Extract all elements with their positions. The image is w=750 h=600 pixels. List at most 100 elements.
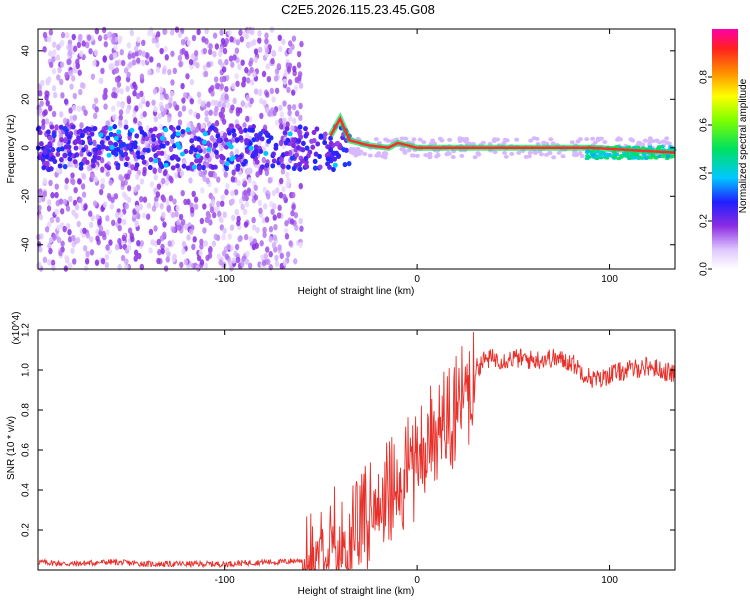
spectrogram-cell — [72, 159, 78, 165]
spectrogram-cell — [161, 196, 167, 203]
spectrogram-cell — [168, 124, 174, 131]
spectrogram-cell — [134, 105, 139, 112]
spectrogram-cell — [317, 164, 323, 170]
spectrogram-cell — [135, 92, 141, 100]
spectrogram-cell — [294, 224, 299, 231]
spectrogram-cell — [288, 240, 293, 247]
spectrogram-cell — [278, 191, 284, 199]
spectrogram-cell — [294, 110, 300, 117]
spectrogram-cell — [160, 248, 165, 255]
spectrogram-cell — [46, 76, 52, 83]
spectrogram-cell — [168, 96, 173, 104]
snr-panel: -100 0 100 0.2 0.4 0.6 0.8 1.0 1.2 Height of str… — [6, 311, 676, 597]
spectrogram-cell — [83, 109, 88, 116]
spectrogram-cell — [51, 68, 57, 75]
spectrogram-cell — [328, 147, 333, 153]
spectrogram-cell — [240, 59, 245, 66]
spectrogram-cell — [196, 91, 202, 98]
spectrogram-cell — [52, 91, 58, 99]
spectrogram-cell — [135, 212, 141, 219]
spectrogram-cell — [417, 137, 423, 142]
spectrogram-cell — [203, 70, 209, 78]
spectrogram-cell — [47, 242, 52, 250]
spectrogram-cell — [223, 137, 229, 143]
spectrogram-cell — [298, 102, 303, 110]
spectrogram-cell — [193, 147, 199, 153]
spectrogram-cell — [141, 39, 146, 47]
spectrogram-cell — [273, 145, 279, 151]
spectrogram-cell — [367, 153, 373, 158]
spectrogram-cell — [210, 199, 216, 206]
spectrogram-cell — [92, 60, 97, 67]
spectrogram-cell — [89, 131, 95, 137]
spectrogram-cell — [139, 178, 145, 185]
spectrogram-cell — [87, 137, 93, 143]
spectrogram-cell — [141, 159, 147, 165]
spectrogram-cell — [243, 221, 249, 228]
spectrogram-cell — [260, 254, 265, 261]
spectrogram-cell — [109, 203, 115, 210]
spectrogram-cell — [121, 234, 127, 242]
spectrogram-cell — [172, 253, 177, 260]
spectrogram-cell — [166, 204, 172, 211]
spectrogram-cell — [216, 253, 221, 260]
spectrogram-cell — [532, 149, 538, 154]
spectrogram-cell — [167, 68, 172, 76]
spectrogram-cell — [113, 44, 118, 51]
spectrogram-cell — [161, 177, 166, 185]
snr-background — [38, 330, 675, 570]
spectrogram-cell — [62, 225, 67, 233]
spectrogram-cell — [112, 86, 117, 94]
spectrogram-cell — [66, 134, 72, 140]
spectrogram-cell — [348, 146, 354, 151]
spectrogram-cell — [132, 117, 138, 124]
spectrogram-cell — [116, 81, 122, 88]
spectrogram-cell — [226, 141, 232, 147]
spectrogram-cell — [310, 144, 316, 150]
spectrogram-cell — [57, 140, 62, 148]
spectrogram-cell — [445, 151, 451, 156]
spectrogram-cell — [55, 166, 61, 174]
spectrogram-cell — [648, 156, 654, 160]
spectrogram-cell — [82, 245, 88, 252]
spectrogram-cell — [232, 97, 237, 105]
spectrogram-cell — [98, 132, 104, 138]
spectrogram-cell — [480, 140, 486, 145]
spectrogram-cell — [617, 137, 623, 142]
spectrogram-cell — [284, 233, 290, 240]
spectrogram-cell — [114, 67, 120, 74]
spectrogram-cell — [97, 218, 102, 226]
spectrogram-cell — [79, 82, 85, 89]
spectrogram-cell — [50, 147, 56, 153]
spectrogram-cell — [49, 156, 55, 162]
spectrogram-cell — [60, 92, 65, 99]
spectrogram-cell — [108, 64, 114, 71]
snr-ytick-label: 0.8 — [21, 403, 32, 417]
spectrogram-cell — [231, 136, 236, 143]
spectrogram-cell — [245, 168, 250, 175]
spectrogram-cell — [104, 254, 110, 261]
spectrogram-cell — [229, 36, 234, 43]
spectrogram-cell — [54, 124, 59, 131]
spectrogram-cell — [209, 135, 215, 142]
spectrogram-cell — [181, 97, 186, 104]
spectrogram-cell — [141, 50, 146, 58]
spectrogram-cell — [165, 256, 170, 263]
spectrogram-cell — [71, 178, 76, 186]
spectrogram-cell — [88, 210, 93, 217]
spectrogram-cell — [191, 243, 196, 251]
spectrogram-cell — [264, 106, 270, 114]
spectrogram-cell — [43, 109, 48, 116]
spectrogram-cell — [257, 30, 262, 37]
spectrogram-cell — [269, 26, 275, 33]
spectrogram-cell — [195, 153, 201, 159]
spectrogram-cell — [38, 141, 44, 147]
spectrogram-cell — [147, 164, 153, 171]
spectrogram-cell — [311, 129, 317, 136]
spectrogram-cell — [87, 126, 93, 132]
spectrogram-cell — [268, 226, 274, 233]
spectrogram-cell — [227, 233, 232, 240]
spectrogram-cell — [259, 164, 265, 170]
spectrogram-cell — [237, 63, 242, 71]
spectrogram-cell — [298, 217, 303, 225]
